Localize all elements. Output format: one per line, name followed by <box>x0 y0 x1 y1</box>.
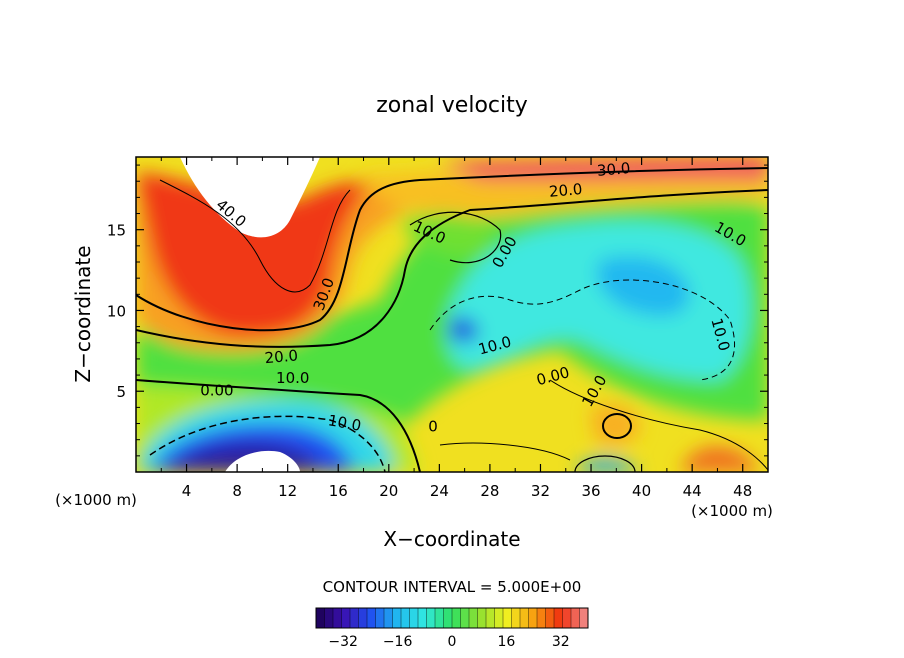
x-tick-label: 44 <box>683 482 702 500</box>
colorbar-swatch <box>477 608 487 628</box>
colorbar-swatch <box>460 608 470 628</box>
colorbar-swatch <box>554 608 563 628</box>
x-tick-label: 32 <box>531 482 550 500</box>
colorbar-swatch <box>350 608 359 628</box>
colorbar-tick-label: 0 <box>448 634 457 650</box>
colorbar-swatch <box>401 608 410 628</box>
colorbar-swatch <box>545 608 555 628</box>
colorbar-swatch <box>426 608 436 628</box>
region-light-blue <box>596 256 690 316</box>
colorbar-frame <box>315 607 589 629</box>
colorbar-swatch <box>358 608 368 628</box>
x-tick-label: 48 <box>733 482 752 500</box>
plot-frame <box>135 156 769 473</box>
contour-label: 0 <box>428 417 438 435</box>
x-tick-label: 16 <box>329 482 348 500</box>
colorbar-swatch <box>333 608 342 628</box>
y-tick-label: 10 <box>107 302 126 320</box>
x-tick-label: 28 <box>480 482 499 500</box>
x-tick-label: 12 <box>278 482 297 500</box>
contour-label: 20.0 <box>264 346 299 367</box>
region-blue-spot <box>448 316 479 343</box>
colorbar-swatch <box>435 608 444 628</box>
colorbar-swatch <box>443 608 453 628</box>
y-tick-label: 15 <box>107 222 126 240</box>
x-tick-label: 36 <box>581 482 600 500</box>
colorbar-swatch <box>409 608 419 628</box>
colorbar-swatch <box>375 608 385 628</box>
colorbar-swatch <box>486 608 495 628</box>
x-axis-unit-left: (×1000 m) <box>55 491 137 509</box>
colorbar-swatch <box>503 608 512 628</box>
region-green-patch <box>400 213 493 256</box>
region-cyan-blob <box>446 221 751 380</box>
colorbar <box>315 607 589 629</box>
x-axis-label: X−coordinate <box>383 527 520 551</box>
y-axis-label: Z−coordinate <box>71 245 95 382</box>
colorbar-swatch <box>562 608 572 628</box>
colorbar-ticks: −32 −16 0 16 32 <box>328 634 569 650</box>
x-tick-label: 20 <box>379 482 398 500</box>
colorbar-swatch <box>418 608 427 628</box>
region-missing-bottom <box>225 450 300 472</box>
region-missing-data <box>180 157 320 238</box>
colorbar-swatch <box>452 608 461 628</box>
contour-label: 10.0 <box>327 411 363 435</box>
colorbar-tick-label: 32 <box>552 634 570 650</box>
colorbar-tick-label: 16 <box>497 634 515 650</box>
chart-title: zonal velocity <box>376 93 528 118</box>
region-orange-right <box>680 446 760 472</box>
colorbar-swatch <box>579 608 589 628</box>
colorbar-swatch <box>494 608 504 628</box>
contour-label: 10.0 <box>276 369 309 387</box>
x-tick-label: 4 <box>182 482 192 500</box>
colorbar-swatch <box>469 608 478 628</box>
colorbar-swatch <box>571 608 580 628</box>
x-tick-label: 24 <box>430 482 449 500</box>
colorbar-swatch <box>324 608 334 628</box>
x-tick-label: 40 <box>632 482 651 500</box>
colorbar-swatch <box>537 608 546 628</box>
colorbar-swatch <box>511 608 521 628</box>
x-axis-unit-right: (×1000 m) <box>691 502 773 520</box>
colorbar-swatch <box>341 608 351 628</box>
colorbar-swatch <box>392 608 402 628</box>
colorbar-swatch <box>367 608 376 628</box>
colorbar-swatch <box>316 608 325 628</box>
contour-label: 30.0 <box>596 159 631 180</box>
contour-interval-text: CONTOUR INTERVAL = 5.000E+00 <box>323 578 582 596</box>
colorbar-swatch <box>384 608 393 628</box>
colorbar-tick-label: −16 <box>383 634 413 650</box>
colorbar-swatch <box>528 608 538 628</box>
region-red-core <box>136 172 370 336</box>
x-axis-ticks: 4 8 12 16 20 24 28 32 36 40 44 48 <box>160 157 752 500</box>
x-tick-label: 8 <box>232 482 242 500</box>
y-tick-label: 5 <box>116 383 126 401</box>
colorbar-swatch <box>520 608 529 628</box>
contour-label: 20.0 <box>548 180 583 201</box>
contour-lines <box>136 167 768 472</box>
colorbar-tick-label: −32 <box>328 634 358 650</box>
y-axis-ticks: 5 10 15 <box>107 164 768 457</box>
contour-label: 0.00 <box>200 382 233 400</box>
